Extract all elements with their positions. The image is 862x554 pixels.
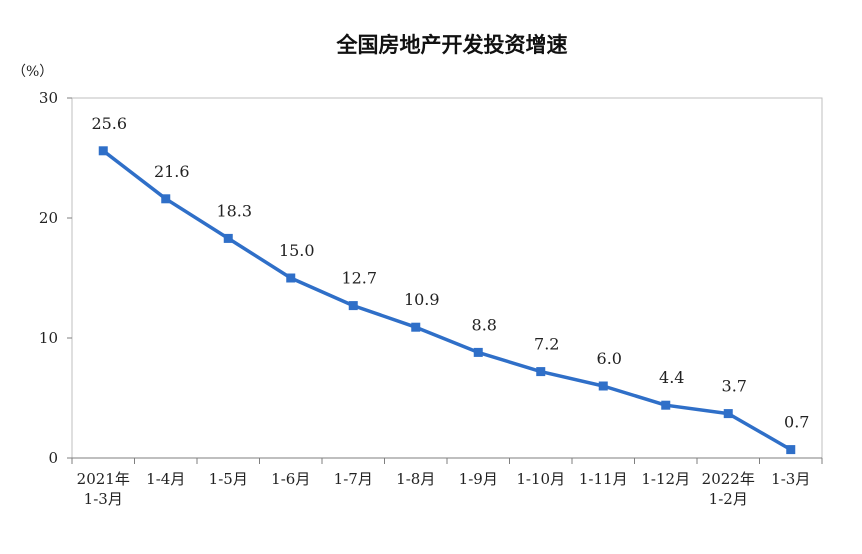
- y-tick-label: 10: [39, 329, 58, 347]
- x-tick-label: 1-11月: [579, 470, 628, 488]
- x-tick-label: 1-10月: [516, 470, 565, 488]
- data-point-marker: [473, 347, 483, 357]
- x-tick-label: 1-4月: [146, 470, 185, 488]
- x-tick-label: 2022年: [702, 470, 755, 488]
- y-axis-unit-label: （%）: [12, 64, 53, 80]
- plot-frame: [71, 97, 823, 459]
- data-label: 12.7: [341, 269, 377, 288]
- x-tick-label: 1-3月: [771, 470, 810, 488]
- data-point-marker: [786, 445, 796, 455]
- data-point-marker: [98, 146, 108, 156]
- x-tick-label: 1-9月: [459, 470, 498, 488]
- data-point-marker: [348, 301, 358, 311]
- y-tick-label: 0: [48, 449, 58, 467]
- chart-title: 全国房地产开发投资增速: [336, 33, 568, 57]
- data-point-marker: [598, 381, 608, 391]
- x-tick-label: 1-2月: [709, 490, 748, 508]
- data-label: 3.7: [722, 377, 747, 396]
- data-label: 8.8: [472, 315, 497, 334]
- data-label: 25.6: [91, 114, 127, 133]
- data-label: 10.9: [404, 290, 440, 309]
- series-line: [102, 149, 792, 452]
- y-tick-label: 20: [39, 209, 58, 227]
- x-tick-label: 1-7月: [334, 470, 373, 488]
- data-label: 18.3: [216, 201, 252, 220]
- x-tick-label: 1-12月: [641, 470, 690, 488]
- plot-area: 0 10 20 30 2021年 1-3月 1-4月 1-5月 1-6月 1-7月 1-8月 1-9月…: [39, 89, 823, 508]
- data-label: 21.6: [154, 162, 190, 181]
- data-label: 4.4: [659, 368, 684, 387]
- data-point-marker: [661, 400, 671, 410]
- y-tick-label: 30: [39, 89, 58, 107]
- data-label: 6.0: [597, 349, 622, 368]
- data-point-marker: [223, 233, 233, 243]
- data-label: 0.7: [784, 413, 809, 432]
- x-tick-label: 1-3月: [84, 490, 123, 508]
- x-tick-label: 1-8月: [396, 470, 435, 488]
- x-tick-label: 2021年: [77, 470, 130, 488]
- data-label: 15.0: [279, 241, 315, 260]
- x-tick-label: 1-6月: [271, 470, 310, 488]
- data-point-marker: [536, 367, 546, 377]
- data-point-marker: [286, 273, 296, 283]
- data-label: 7.2: [534, 335, 559, 354]
- data-point-marker: [411, 322, 421, 332]
- data-point-marker: [161, 194, 171, 204]
- data-point-marker: [723, 409, 733, 419]
- x-tick-label: 1-5月: [209, 470, 248, 488]
